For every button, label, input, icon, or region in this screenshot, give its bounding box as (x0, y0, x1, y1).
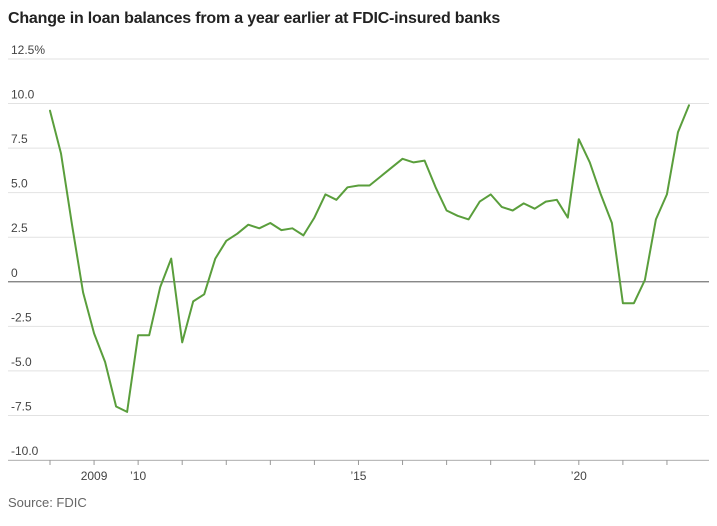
data-point (104, 361, 106, 363)
y-tick-label: 12.5% (11, 43, 45, 57)
data-point (258, 227, 260, 229)
x-tick-label: ’15 (350, 469, 366, 483)
data-point (291, 227, 293, 229)
data-point (236, 233, 238, 235)
data-point (369, 185, 371, 187)
x-tick-label: ’20 (571, 469, 587, 483)
data-point (490, 193, 492, 195)
data-point (556, 199, 558, 201)
data-point (247, 224, 249, 226)
x-tick-label: 2009 (81, 469, 108, 483)
y-tick-label: 0 (11, 266, 18, 280)
y-tick-label: 7.5 (11, 132, 28, 146)
data-point (545, 201, 547, 203)
y-tick-label: -10.0 (11, 444, 39, 458)
data-point (435, 186, 437, 188)
data-point (622, 302, 624, 304)
data-point (391, 167, 393, 169)
data-point (225, 240, 227, 242)
data-point (534, 208, 536, 210)
data-point (181, 341, 183, 343)
data-point (214, 258, 216, 260)
data-point (402, 158, 404, 160)
data-point (324, 193, 326, 195)
data-point (633, 302, 635, 304)
data-point (589, 161, 591, 163)
chart-title: Change in loan balances from a year earl… (8, 10, 501, 27)
data-point (600, 193, 602, 195)
y-axis-tick-labels: 12.5% 10.0 7.5 5.0 2.5 0 -2.5 -5.0 -7.5 -10.0 (11, 43, 45, 458)
data-point (677, 131, 679, 133)
y-tick-label: 10.0 (11, 88, 35, 102)
y-tick-label: 2.5 (11, 221, 28, 235)
data-point (60, 153, 62, 155)
series-layer (49, 104, 690, 413)
data-point (644, 279, 646, 281)
data-point (159, 286, 161, 288)
x-tick-label: ’10 (130, 469, 146, 483)
data-point (457, 215, 459, 217)
data-point (578, 138, 580, 140)
data-point (666, 193, 668, 195)
data-point (71, 224, 73, 226)
data-point (501, 206, 503, 208)
y-tick-label: -5.0 (11, 355, 32, 369)
data-point (446, 210, 448, 212)
source-note: Source: FDIC (8, 495, 87, 510)
data-point (688, 104, 690, 106)
data-point (479, 201, 481, 203)
series-line (49, 104, 690, 413)
y-tick-label: -7.5 (11, 399, 32, 413)
x-axis: 2009 ’10 ’15 ’20 (8, 460, 709, 483)
data-point (468, 218, 470, 220)
data-point (413, 161, 415, 163)
data-point (269, 222, 271, 224)
gridlines (8, 58, 709, 461)
data-point (82, 292, 84, 294)
data-point (49, 110, 51, 112)
data-point (203, 293, 205, 295)
data-point (335, 199, 337, 201)
y-tick-label: -2.5 (11, 310, 32, 324)
y-tick-label: 5.0 (11, 177, 28, 191)
data-point (358, 185, 360, 187)
data-point (424, 160, 426, 162)
data-point (137, 334, 139, 336)
data-point (192, 300, 194, 302)
data-point (512, 210, 514, 212)
data-point (126, 411, 128, 413)
data-point (380, 176, 382, 178)
data-point (347, 186, 349, 188)
data-point (523, 202, 525, 204)
data-point (148, 334, 150, 336)
data-point (170, 258, 172, 260)
data-point (655, 218, 657, 220)
data-point (115, 406, 117, 408)
data-point (611, 222, 613, 224)
data-point (280, 229, 282, 231)
data-point (313, 217, 315, 219)
data-point (302, 234, 304, 236)
data-point (93, 333, 95, 335)
data-point (567, 217, 569, 219)
